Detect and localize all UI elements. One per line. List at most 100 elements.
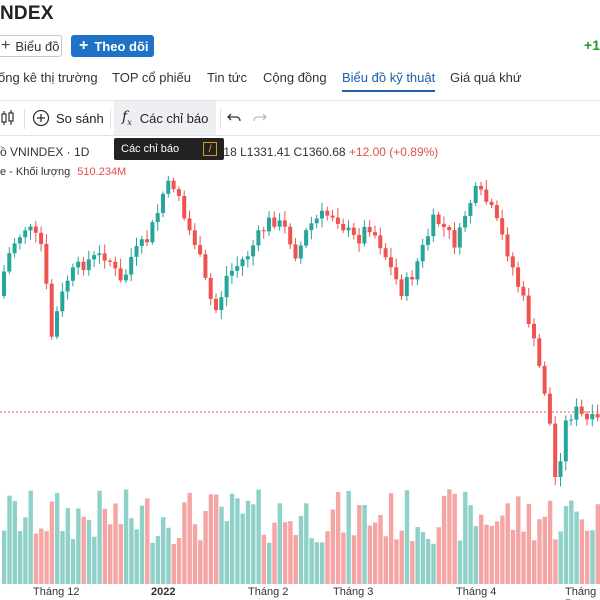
candle-body [574,406,579,420]
volume-bar [346,490,351,584]
undo-button[interactable] [226,101,242,135]
volume-bar [219,506,224,584]
candlestick-chart[interactable] [0,136,600,600]
tab-top-stocks[interactable]: TOP cổ phiếu [112,70,192,85]
volume-bar [484,524,489,584]
candle-body [553,423,558,478]
volume-bar [17,531,23,584]
volume-bar [510,529,516,584]
indicators-tooltip: Các chỉ báo / [114,138,225,160]
volume-bar [118,524,123,584]
indicators-button[interactable]: fx Các chỉ báo [114,101,216,135]
compare-button[interactable]: So sánh [32,101,104,135]
chart-button-label: Biểu đồ [15,38,60,54]
volume-bar [155,535,161,584]
volume-bar [304,503,309,584]
symbol-label: ồ VNINDEX · 1D [0,145,90,159]
toolbar-divider [110,109,111,129]
volume-bar [2,530,7,584]
volume-bar [526,503,532,584]
candle-body [526,295,531,324]
candle-body [563,420,568,462]
candle-body [198,245,203,255]
volume-bar [441,495,447,584]
candlestick-icon[interactable] [0,101,18,135]
volume-bar [123,489,129,584]
candle-body [2,271,6,296]
tab-community[interactable]: Cộng đồng [263,70,327,85]
candle-body [325,210,330,216]
volume-bar [351,535,357,584]
candle-body [123,274,128,281]
candle-body [463,215,468,228]
volume-bar [267,542,272,584]
volume-bar [65,508,70,584]
candle-body [330,215,335,218]
volume-bar [468,505,473,584]
candle-body [521,286,526,296]
candle-body [150,222,155,243]
candle-body [70,267,75,281]
tab-price-history[interactable]: Giá quá khứ [450,70,522,85]
chart-button[interactable]: + Biểu đồ [0,35,62,57]
tab-technical-chart[interactable]: Biểu đồ kỹ thuật [342,70,436,92]
candle-body [7,253,12,272]
follow-button[interactable]: + Theo dõi [71,35,154,57]
volume-bar [373,522,378,584]
volume-bar [415,527,420,584]
chart-toolbar: So sánh fx Các chỉ báo [0,100,600,136]
candle-body [351,227,356,235]
candle-body [415,261,420,280]
volume-bar [574,511,579,584]
volume-bar [314,542,320,584]
candle-body [452,230,457,248]
candle-body [431,214,436,237]
volume-bar [394,539,399,584]
candle-body [277,220,282,227]
volume-bar [585,530,590,584]
volume-bar [192,524,198,584]
candle-body [335,217,340,224]
volume-bar [579,519,585,584]
candle-body [494,205,499,219]
volume-bar [532,540,537,584]
shortcut-key: / [203,142,218,156]
candle-body [235,266,240,271]
tab-market-stats[interactable]: ống kê thị trường [0,70,98,85]
candle-body [12,243,17,254]
volume-bar [23,517,28,584]
candle-body [468,203,473,216]
candle-body [510,256,515,268]
candle-body [404,277,409,297]
volume-bar [367,525,373,584]
candle-body [76,261,81,268]
candle-body [569,419,574,421]
volume-bar [500,515,505,584]
add-circle-icon [32,109,50,127]
volume-bar [447,489,452,584]
candle-body [182,195,187,219]
volume-bar [388,493,394,584]
undo-icon [227,113,241,122]
low-value: L1331.41 [240,145,291,159]
candle-body [55,311,59,337]
volume-bar [452,493,457,584]
candle-body [436,214,441,224]
candle-body [341,223,346,231]
candle-body [108,260,112,262]
x-tick-label: Tháng 3 [333,586,374,598]
candle-body [102,253,107,261]
volume-bar [420,532,426,584]
candle-body [245,256,250,260]
price-change: +1 [584,37,600,53]
volume-bar [341,532,346,584]
volume-bar [55,493,60,584]
tab-news[interactable]: Tin tức [207,70,248,85]
redo-button[interactable] [252,101,268,135]
change-value: +12.00 (+0.89%) [348,145,439,159]
candle-body [320,210,324,219]
volume-bar [86,519,92,584]
candle-body [192,230,197,246]
candle-body [558,461,563,478]
volume-bar [261,534,267,584]
